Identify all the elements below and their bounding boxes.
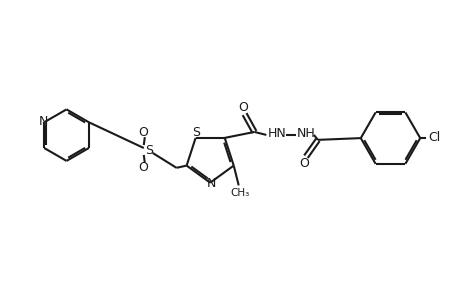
Text: NH: NH — [296, 128, 315, 140]
Text: S: S — [192, 126, 200, 140]
Text: O: O — [238, 101, 248, 114]
Text: N: N — [206, 177, 215, 190]
Text: O: O — [138, 126, 147, 139]
Text: Cl: Cl — [427, 131, 439, 144]
Text: HN: HN — [267, 128, 286, 140]
Text: O: O — [298, 157, 308, 170]
Text: S: S — [145, 143, 152, 157]
Text: N: N — [39, 115, 48, 128]
Text: CH₃: CH₃ — [230, 188, 249, 198]
Text: O: O — [138, 161, 147, 174]
